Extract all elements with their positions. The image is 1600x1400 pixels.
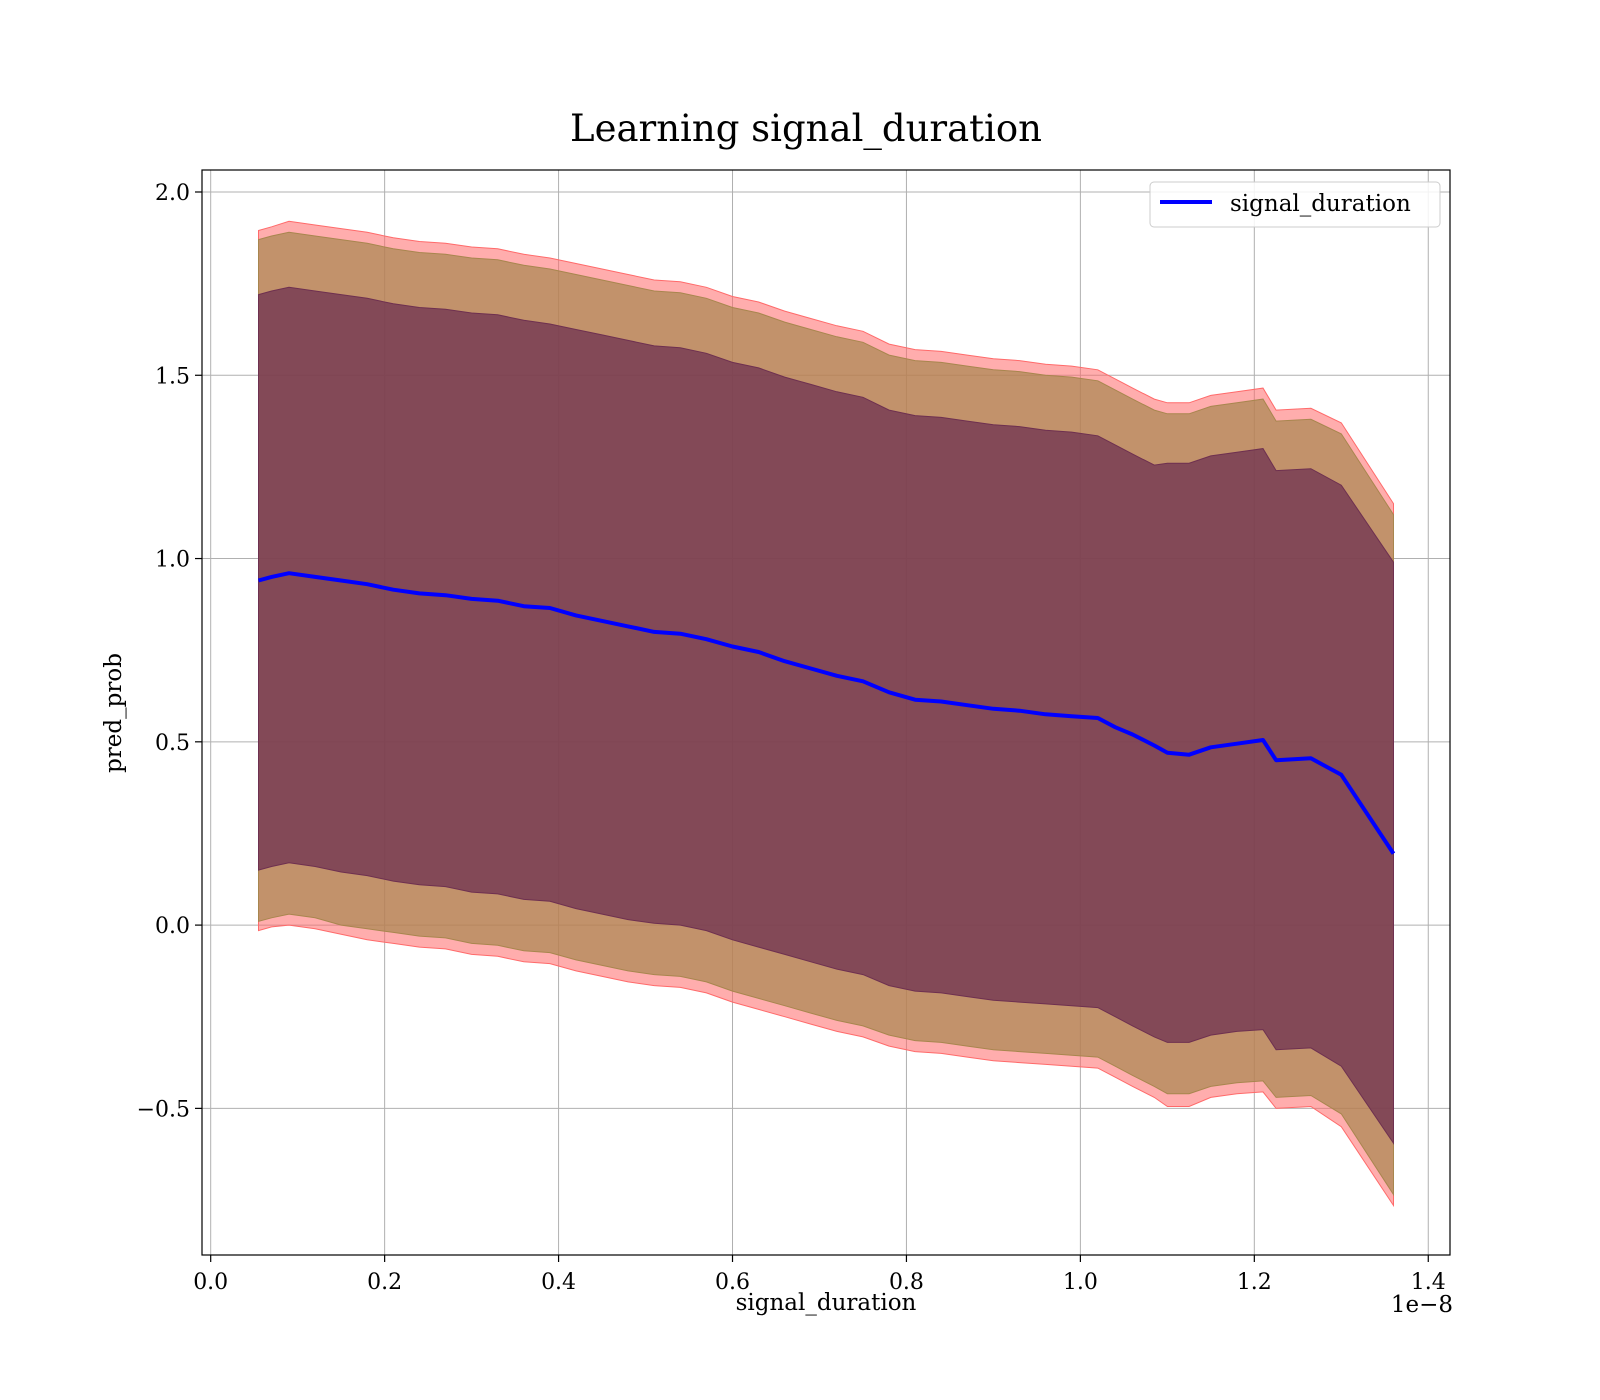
- x-axis-label: signal_duration: [736, 1290, 917, 1316]
- x-tick-label: 1.0: [1063, 1270, 1098, 1295]
- legend-box: [1149, 181, 1441, 228]
- x-axis-offset-label: 1e−8: [1391, 1292, 1453, 1318]
- confidence-bands: [258, 220, 1394, 1208]
- legend: signal_duration: [1149, 181, 1441, 228]
- legend-entry-signal-duration: signal_duration: [1230, 191, 1411, 217]
- x-tick-label: 0.4: [541, 1270, 576, 1295]
- x-tick-label: 1.2: [1237, 1270, 1272, 1295]
- x-tick-label: 1.4: [1411, 1270, 1446, 1295]
- x-tick-label: 0.8: [889, 1270, 924, 1295]
- y-axis-ticks: −0.5 0.0 0.5 1.0 1.5 2.0: [137, 181, 202, 1122]
- series-layer: [257, 571, 1396, 855]
- x-axis-ticks: 0.0 0.2 0.4 0.6 0.8 1.0 1.2 1.4: [193, 1255, 1446, 1295]
- y-tick-label: 0.5: [155, 731, 190, 756]
- x-tick-label: 0.0: [193, 1270, 228, 1295]
- y-tick-label: −0.5: [137, 1097, 190, 1122]
- confidence-band-3: [258, 286, 1394, 1145]
- series-line-signal-duration: [257, 571, 1396, 855]
- y-tick-label: 2.0: [155, 181, 190, 206]
- y-axis-label: pred_prob: [101, 653, 127, 773]
- x-tick-label: 0.2: [367, 1270, 402, 1295]
- y-tick-label: 1.5: [155, 364, 190, 389]
- y-tick-label: 1.0: [155, 548, 190, 573]
- y-tick-label: 0.0: [155, 914, 190, 939]
- plot-frame: [201, 169, 1451, 1256]
- chart-title: Learning signal_duration: [570, 107, 1042, 151]
- x-tick-label: 0.6: [715, 1270, 750, 1295]
